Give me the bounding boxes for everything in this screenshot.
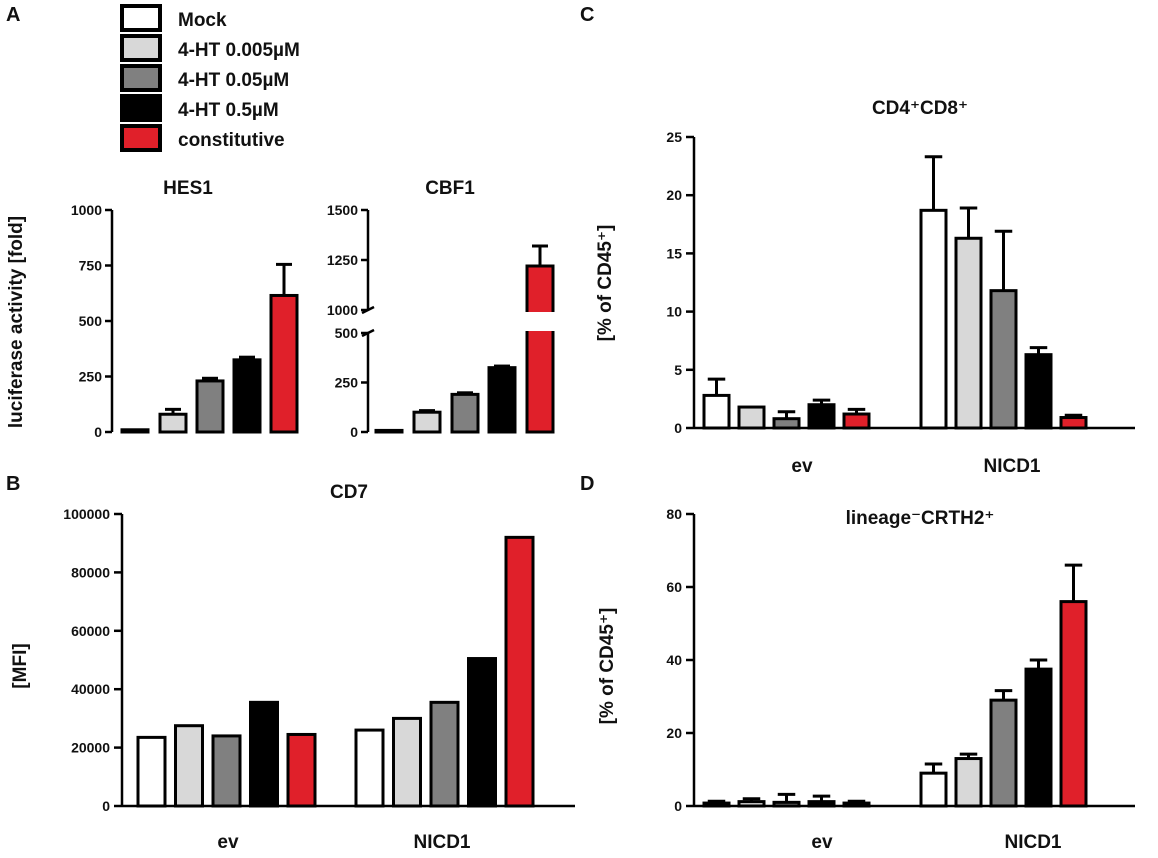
cd7-bar-1-4 — [504, 535, 535, 808]
cbf1-bar-4 — [525, 264, 555, 434]
crth2-bar-0-4 — [842, 801, 871, 808]
cd4cd8-y-tick-label: 0 — [674, 420, 682, 436]
cd7-bar-1-3 — [467, 657, 497, 808]
legend-label-4: constitutive — [178, 130, 285, 151]
cbf1-bar-2 — [450, 392, 480, 434]
cd4cd8-x-category-label: ev — [791, 456, 813, 477]
cd4cd8-bar-0-2 — [772, 417, 801, 430]
cd7-y-tick-label: 20000 — [71, 740, 110, 756]
hes1-bar-4 — [269, 293, 299, 434]
cd7-y-tick-label: 60000 — [71, 623, 110, 639]
cd7-y-tick-label: 80000 — [71, 564, 110, 580]
cd4cd8-bar-1-1 — [954, 236, 983, 430]
legend-label-2: 4-HT 0.05µM — [178, 70, 289, 91]
panel-letter-B: B — [6, 473, 20, 495]
hes1-bar-0 — [120, 428, 150, 434]
legend-label-3: 4-HT 0.5µM — [178, 100, 279, 121]
crth2-bar-1-1 — [954, 757, 983, 808]
hes1-y-tick-label: 500 — [79, 313, 103, 329]
crth2-bar-0-0 — [702, 801, 731, 808]
hes1-y-tick-label: 250 — [79, 369, 103, 385]
cd4cd8-y-tick-label: 10 — [666, 304, 682, 320]
panel-letter-A: A — [6, 4, 20, 26]
cbf1-y-tick-label: 500 — [335, 325, 359, 341]
cd4cd8-bar-0-3 — [807, 403, 836, 430]
cd4cd8-y-tick-label: 20 — [666, 187, 682, 203]
cd4cd8-bar-0-1 — [737, 405, 766, 430]
crth2-bar-1-0 — [919, 771, 948, 808]
cd7-x-category-label: NICD1 — [413, 832, 470, 853]
crth2-bar-1-2 — [989, 698, 1018, 808]
legend-label-0: Mock — [178, 10, 227, 31]
crth2-bar-0-3 — [807, 800, 836, 808]
cd4cd8-x-category-label: NICD1 — [983, 456, 1040, 477]
legend-swatch-4 — [120, 124, 162, 152]
hes1-y-tick-label: 750 — [79, 258, 103, 274]
legend-swatch-1 — [120, 34, 162, 62]
cbf1-bar-1 — [412, 410, 442, 434]
cd7-bar-0-4 — [286, 732, 317, 808]
hes1-y-tick-label: 0 — [94, 424, 102, 440]
crth2-bar-0-2 — [772, 800, 801, 808]
hes1-bar-1 — [158, 412, 188, 434]
crth2-bar-0-1 — [737, 800, 766, 808]
hes1-y-tick-label: 1000 — [71, 202, 102, 218]
panel-letter-D: D — [580, 473, 594, 495]
legend-label-1: 4-HT 0.005µM — [178, 40, 300, 61]
panel-a-y-label: luciferase activity [fold] — [6, 216, 27, 428]
cd7-bar-0-1 — [174, 724, 204, 808]
hes1-bar-3 — [232, 358, 262, 434]
cd7-bar-1-2 — [429, 700, 460, 808]
cd7-bar-1-0 — [354, 728, 385, 808]
cd7-title: CD7 — [330, 482, 368, 503]
crth2-y-tick-label: 60 — [666, 579, 682, 595]
cd7-y-tick-label: 100000 — [63, 506, 110, 522]
legend-swatch-2 — [120, 64, 162, 92]
legend-swatch-3 — [120, 94, 162, 122]
crth2-y-tick-label: 40 — [666, 652, 682, 668]
cd7-bar-0-2 — [211, 734, 242, 808]
panel-letter-C: C — [580, 4, 594, 26]
cd4cd8-bar-0-0 — [702, 393, 731, 430]
cbf1-y-tick-label: 1000 — [327, 302, 358, 318]
cd7-x-category-label: ev — [217, 832, 239, 853]
cd7-y-tick-label: 0 — [102, 798, 110, 814]
hes1-bar-2 — [195, 379, 225, 434]
crth2-y-tick-label: 80 — [666, 506, 682, 522]
cd4cd8-title: CD4⁺CD8⁺ — [872, 98, 968, 119]
cd4cd8-bar-1-4 — [1059, 416, 1088, 430]
crth2-x-category-label: NICD1 — [1004, 832, 1061, 853]
crth2-title: lineage⁻CRTH2⁺ — [846, 508, 995, 529]
crth2-y-tick-label: 0 — [674, 798, 682, 814]
cbf1-title: CBF1 — [425, 178, 475, 199]
crth2-x-category-label: ev — [811, 832, 833, 853]
cd7-bar-1-1 — [392, 716, 422, 808]
cd4cd8-bar-1-2 — [989, 289, 1018, 430]
cd4cd8-bar-1-0 — [919, 208, 948, 430]
cd7-bar-0-3 — [249, 700, 279, 808]
cbf1-y-tick-label: 1500 — [327, 202, 358, 218]
hes1-title: HES1 — [163, 178, 213, 199]
cbf1-y-tick-label: 0 — [350, 424, 358, 440]
cd4cd8-bar-1-3 — [1024, 353, 1053, 430]
crth2-y-tick-label: 20 — [666, 725, 682, 741]
cd4cd8-y-tick-label: 15 — [666, 245, 682, 261]
cd7-y-tick-label: 40000 — [71, 681, 110, 697]
cbf1-break-gap — [523, 312, 557, 331]
cd4cd8-y-tick-label: 25 — [666, 129, 682, 145]
crth2-y-label: [% of CD45⁺] — [597, 608, 618, 725]
cbf1-y-tick-label: 1250 — [327, 252, 358, 268]
legend-swatch-0 — [120, 4, 162, 32]
cd4cd8-y-label: [% of CD45⁺] — [595, 225, 616, 342]
crth2-bar-1-4 — [1059, 600, 1088, 808]
cbf1-bar-0 — [374, 428, 404, 434]
crth2-bar-1-3 — [1024, 667, 1053, 808]
cbf1-y-tick-label: 250 — [335, 375, 359, 391]
cd4cd8-y-tick-label: 5 — [674, 362, 682, 378]
cd7-bar-0-0 — [136, 735, 167, 808]
cbf1-bar-3 — [487, 366, 517, 434]
cd7-y-label: [MFI] — [10, 643, 31, 688]
cd4cd8-bar-0-4 — [842, 412, 871, 430]
